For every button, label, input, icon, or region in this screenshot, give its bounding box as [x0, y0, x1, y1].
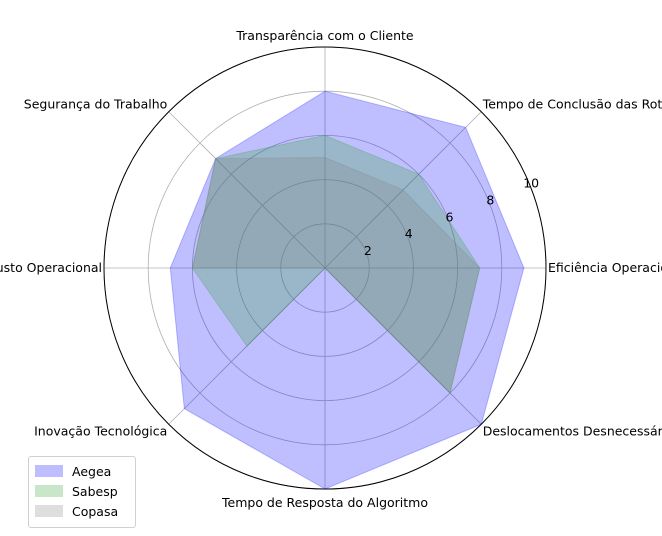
axis-label-custo-operacional: Custo Operacional: [0, 260, 102, 275]
legend-swatch-aegea: [35, 465, 63, 477]
r-tick-2: 2: [364, 243, 372, 258]
grid-spoke-inovacao-tecnologica: [168, 267, 326, 425]
axis-labels: Eficiência Operacional Tempo de Conclusão…: [0, 28, 662, 510]
axis-label-eficiencia-operacional: Eficiência Operacional: [548, 260, 662, 275]
radar-grid: [103, 46, 547, 490]
legend-swatch-sabesp: [35, 485, 63, 497]
axis-label-tempo-de-resposta-do-algoritmo: Tempo de Resposta do Algoritmo: [221, 495, 428, 510]
axis-label-seguranca-do-trabalho: Segurança do Trabalho: [24, 96, 168, 111]
legend-swatch-copasa: [35, 505, 63, 517]
r-tick-6: 6: [446, 209, 454, 224]
radial-tick-labels: 2 4 6 8 10: [364, 175, 539, 258]
legend-label-sabesp: Sabesp: [72, 483, 118, 499]
series-area-sabesp: [191, 134, 481, 395]
r-tick-8: 8: [486, 192, 494, 207]
axis-label-tempo-de-conclusao-das-rotas: Tempo de Conclusão das Rotas: [482, 96, 662, 111]
r-tick-10: 10: [523, 175, 539, 190]
series-area-aegea: [169, 90, 525, 490]
radar-series: [169, 90, 525, 490]
axis-label-transparencia-com-o-cliente: Transparência com o Cliente: [235, 28, 414, 43]
grid-spoke-tempo-de-conclusao-das-rotas: [324, 111, 482, 269]
legend: Aegea Sabesp Copasa: [28, 456, 136, 528]
polar-frame: [103, 46, 547, 490]
legend-entry-copasa: Copasa: [35, 501, 129, 521]
grid-spoke-deslocamentos-desnecessarios: [324, 267, 482, 425]
axis-label-inovacao-tecnologica: Inovação Tecnológica: [34, 424, 167, 439]
r-tick-4: 4: [405, 226, 413, 241]
legend-entry-aegea: Aegea: [35, 461, 129, 481]
legend-label-aegea: Aegea: [72, 463, 112, 479]
legend-label-copasa: Copasa: [72, 503, 119, 519]
axis-label-deslocamentos-desnecessarios: Deslocamentos Desnecessários: [483, 424, 662, 439]
grid-spoke-seguranca-do-trabalho: [168, 111, 326, 269]
legend-entry-sabesp: Sabesp: [35, 481, 129, 501]
series-area-copasa: [191, 156, 481, 395]
